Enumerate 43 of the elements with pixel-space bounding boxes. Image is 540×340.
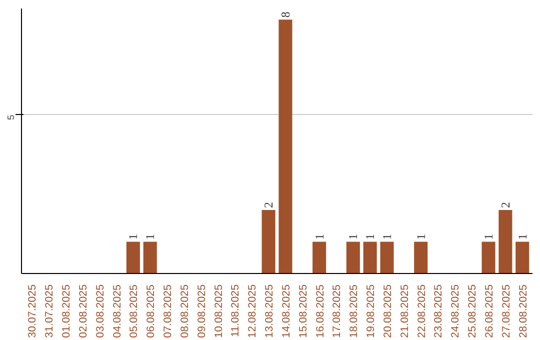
x-tick-label: 10.08.2025: [212, 284, 225, 338]
x-tick-label: 12.08.2025: [246, 284, 259, 338]
data-label: 1: [380, 234, 394, 240]
x-tick-label: 27.08.2025: [500, 284, 512, 338]
x-tick-label: 31.07.2025: [44, 284, 56, 338]
x-tick-label: 06.08.2025: [145, 284, 158, 338]
data-label: 1: [346, 234, 360, 240]
x-tick-label: 11.08.2025: [230, 284, 242, 338]
data-label: 1: [126, 234, 140, 240]
data-label: 1: [414, 234, 428, 240]
x-tick-label: 21.08.2025: [398, 284, 411, 338]
x-tick-label: 19.08.2025: [365, 284, 378, 338]
x-tick-label: 09.08.2025: [196, 284, 208, 338]
x-tick-label: 24.08.2025: [450, 284, 462, 338]
x-tick-label: 13.08.2025: [264, 284, 276, 338]
x-tick-label: 04.08.2025: [111, 284, 124, 338]
x-tick-label: 08.08.2025: [178, 284, 191, 338]
data-label: 1: [312, 234, 326, 240]
data-label: 8: [278, 12, 292, 18]
x-tick-label: 25.08.2025: [466, 284, 479, 338]
x-tick-label: 15.08.2025: [297, 284, 310, 338]
x-tick-label: 26.08.2025: [484, 284, 496, 338]
data-label: 1: [363, 234, 378, 240]
x-tick-label: 20.08.2025: [382, 284, 394, 338]
x-tick-label: 02.08.2025: [77, 284, 90, 338]
x-tick-label: 16.08.2025: [314, 284, 326, 338]
x-tick-label: 14.08.2025: [280, 284, 292, 338]
data-label: 2: [262, 202, 276, 208]
x-tick-label: 22.08.2025: [416, 284, 428, 338]
x-tick-label: 05.08.2025: [128, 284, 140, 338]
x-tick-label: 23.08.2025: [432, 284, 445, 338]
x-tick-label: 28.08.2025: [517, 284, 530, 338]
x-tick-label: 30.07.2025: [26, 284, 39, 338]
x-tick-label: 01.08.2025: [60, 284, 72, 338]
data-label: 1: [482, 234, 496, 240]
x-tick-label: 18.08.2025: [348, 284, 360, 338]
y-tick-label: 5: [6, 114, 16, 120]
data-label: 2: [498, 202, 512, 208]
x-tick-label: 07.08.2025: [162, 284, 174, 338]
data-label: 1: [143, 234, 158, 240]
data-label: 1: [515, 234, 530, 240]
x-tick-label: 17.08.2025: [331, 284, 344, 338]
x-tick-label: 03.08.2025: [94, 284, 106, 338]
